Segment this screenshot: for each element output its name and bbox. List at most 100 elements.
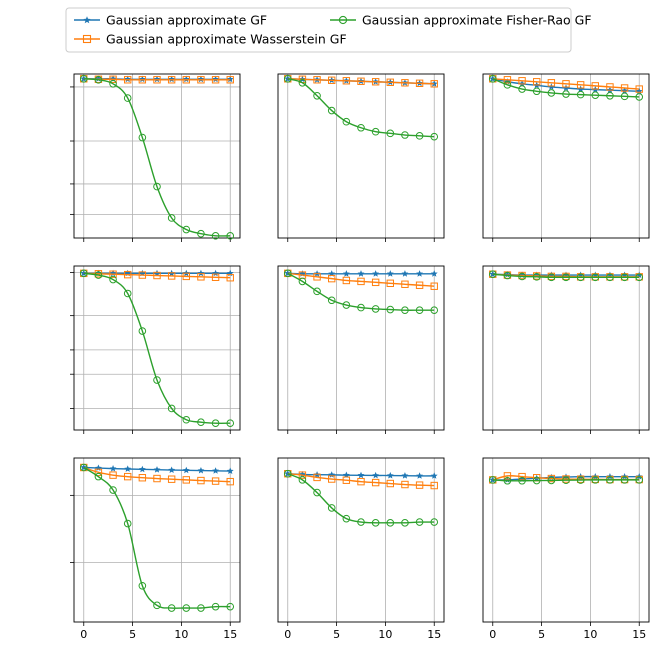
data-point-square bbox=[124, 472, 132, 481]
data-point-circle bbox=[562, 273, 570, 282]
series-line bbox=[492, 273, 640, 279]
data-point-square bbox=[328, 76, 336, 84]
data-point-circle bbox=[211, 602, 220, 611]
panel-r1-c0 bbox=[70, 265, 241, 434]
data-point-circle bbox=[606, 476, 614, 484]
data-point-circle bbox=[94, 271, 103, 279]
data-point-star bbox=[328, 471, 336, 478]
data-point-star bbox=[416, 270, 424, 277]
data-point-star bbox=[372, 270, 380, 277]
data-point-circle bbox=[547, 89, 556, 97]
data-point-square bbox=[371, 278, 380, 287]
data-point-circle bbox=[298, 277, 307, 286]
x-tick-label: 0 bbox=[284, 628, 291, 641]
data-point-square bbox=[576, 81, 585, 89]
data-point-circle bbox=[79, 74, 88, 83]
series-gf bbox=[80, 463, 234, 474]
data-point-square bbox=[518, 472, 526, 481]
data-point-square bbox=[153, 474, 161, 483]
data-point-circle bbox=[153, 182, 161, 191]
data-point-circle bbox=[182, 415, 191, 424]
panel-r2-c0: 0 5 10 15 bbox=[70, 457, 241, 641]
data-point-circle bbox=[167, 404, 176, 413]
data-point-circle bbox=[532, 87, 541, 96]
legend-label-gf: Gaussian approximate GF bbox=[106, 13, 267, 28]
data-point-star bbox=[109, 465, 117, 472]
series-wgf bbox=[80, 75, 234, 84]
data-point-square bbox=[342, 77, 351, 85]
data-point-square bbox=[342, 476, 351, 484]
data-point-circle bbox=[94, 472, 103, 481]
data-point-circle bbox=[357, 303, 365, 312]
x-tick-label: 0 bbox=[489, 628, 496, 641]
series-line bbox=[287, 272, 435, 287]
data-point-square bbox=[182, 76, 190, 84]
data-point-circle bbox=[635, 273, 644, 282]
data-point-square bbox=[182, 476, 190, 484]
data-point-square bbox=[211, 273, 220, 281]
data-point-circle bbox=[430, 306, 439, 315]
data-point-circle bbox=[488, 476, 497, 484]
data-point-star bbox=[401, 270, 409, 277]
data-point-circle bbox=[313, 488, 321, 497]
data-point-square bbox=[518, 77, 526, 85]
series-wgf bbox=[80, 269, 234, 282]
data-point-square bbox=[197, 476, 205, 485]
x-tick-label: 10 bbox=[378, 628, 392, 641]
data-point-square bbox=[430, 481, 438, 490]
data-point-square bbox=[401, 480, 409, 489]
data-point-circle bbox=[94, 75, 103, 84]
data-point-square bbox=[138, 474, 147, 482]
data-point-circle bbox=[576, 90, 585, 99]
data-point-circle bbox=[153, 601, 161, 610]
data-point-square bbox=[138, 76, 147, 84]
data-point-square bbox=[226, 274, 234, 282]
series-frgf bbox=[283, 74, 439, 141]
series-frgf bbox=[79, 463, 235, 612]
series-frgf bbox=[283, 469, 439, 527]
legend-entry-frgf: Gaussian approximate Fisher-Rao GF bbox=[330, 13, 592, 28]
data-point-star bbox=[153, 269, 161, 277]
data-point-square bbox=[167, 475, 176, 483]
data-point-circle bbox=[123, 519, 132, 528]
data-point-star bbox=[372, 471, 380, 479]
axes-frame bbox=[73, 457, 241, 623]
series-gf bbox=[489, 75, 643, 95]
data-point-circle bbox=[415, 132, 424, 140]
data-point-star bbox=[182, 75, 190, 83]
data-point-circle bbox=[226, 602, 235, 611]
data-point-circle bbox=[532, 273, 541, 281]
data-point-square bbox=[167, 272, 176, 280]
data-point-square bbox=[328, 475, 336, 483]
data-point-star bbox=[182, 466, 190, 474]
data-point-circle bbox=[182, 225, 191, 234]
data-point-star bbox=[562, 84, 570, 91]
panel-r0-c2 bbox=[482, 73, 650, 242]
data-point-square bbox=[182, 272, 190, 281]
data-point-circle bbox=[138, 327, 147, 335]
data-point-square bbox=[357, 477, 365, 486]
data-point-circle bbox=[430, 132, 439, 141]
data-point-square bbox=[313, 473, 321, 482]
data-point-circle bbox=[488, 270, 497, 279]
data-point-circle bbox=[562, 476, 570, 485]
data-point-circle bbox=[79, 269, 88, 278]
legend-label-frgf: Gaussian approximate Fisher-Rao GF bbox=[362, 13, 592, 28]
data-point-circle bbox=[197, 604, 205, 612]
axes-frame bbox=[482, 73, 650, 239]
data-point-circle bbox=[123, 289, 132, 298]
data-point-square bbox=[211, 477, 220, 485]
data-point-star bbox=[577, 85, 585, 92]
data-point-star bbox=[342, 270, 350, 277]
data-point-square bbox=[124, 76, 132, 84]
data-point-square bbox=[591, 82, 599, 90]
data-point-circle bbox=[182, 604, 191, 612]
data-point-square bbox=[503, 76, 512, 84]
axes-frame bbox=[73, 73, 241, 239]
series-line bbox=[83, 466, 231, 483]
data-point-circle bbox=[313, 287, 321, 296]
data-point-circle bbox=[576, 273, 585, 282]
data-point-star bbox=[168, 75, 176, 83]
legend-entry-wgf: Gaussian approximate Wasserstein GF bbox=[74, 32, 347, 47]
